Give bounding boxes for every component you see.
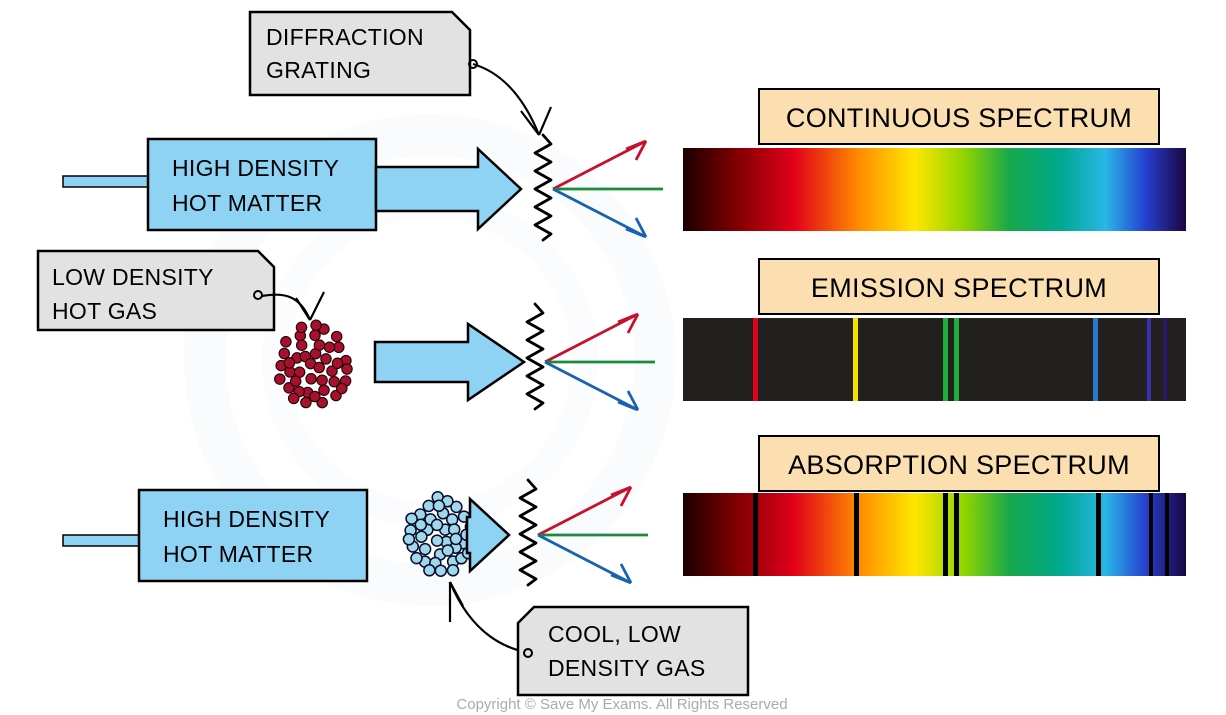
svg-text:CONTINUOUS SPECTRUM: CONTINUOUS SPECTRUM bbox=[786, 103, 1132, 133]
svg-text:GRATING: GRATING bbox=[266, 57, 371, 83]
svg-text:LOW DENSITY: LOW DENSITY bbox=[52, 264, 214, 290]
svg-text:ABSORPTION SPECTRUM: ABSORPTION SPECTRUM bbox=[788, 450, 1130, 480]
svg-text:HOT MATTER: HOT MATTER bbox=[163, 541, 313, 567]
svg-text:HIGH DENSITY: HIGH DENSITY bbox=[172, 155, 339, 181]
svg-text:HOT MATTER: HOT MATTER bbox=[172, 190, 322, 216]
svg-text:EMISSION SPECTRUM: EMISSION SPECTRUM bbox=[811, 273, 1107, 303]
svg-text:COOL, LOW: COOL, LOW bbox=[548, 621, 681, 647]
svg-text:HOT GAS: HOT GAS bbox=[52, 298, 157, 324]
svg-text:Copyright © Save My Exams. All: Copyright © Save My Exams. All Rights Re… bbox=[456, 696, 787, 713]
svg-text:HIGH DENSITY: HIGH DENSITY bbox=[163, 506, 330, 532]
svg-text:DENSITY GAS: DENSITY GAS bbox=[548, 655, 706, 681]
svg-text:DIFFRACTION: DIFFRACTION bbox=[266, 24, 424, 50]
